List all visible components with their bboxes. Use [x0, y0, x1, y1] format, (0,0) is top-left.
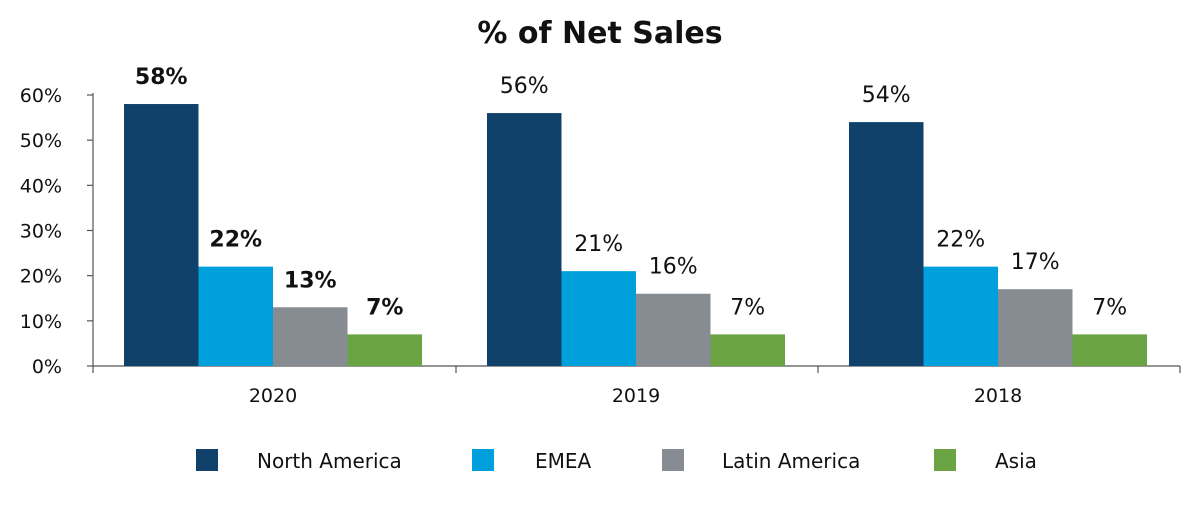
y-tick-label: 50%	[20, 130, 62, 152]
y-tick-label: 30%	[20, 221, 62, 243]
data-label: 22%	[936, 228, 985, 253]
data-label: 54%	[862, 83, 911, 108]
data-label: 21%	[574, 232, 623, 257]
bar-north-america-2018	[849, 122, 924, 366]
y-tick-label: 0%	[32, 356, 62, 378]
data-labels: 58% 22% 13% 7% 56% 21% 16% 7% 54% 22% 17% 7%	[135, 65, 1127, 320]
x-axis: 2020 2019 2018	[92, 365, 1181, 407]
y-tick-label: 20%	[20, 266, 62, 288]
legend-label: Asia	[995, 449, 1037, 473]
bar-north-america-2019	[487, 113, 562, 366]
data-label: 13%	[284, 268, 337, 293]
x-category-label: 2019	[612, 385, 660, 407]
data-label: 58%	[135, 65, 188, 90]
legend: North America EMEA Latin America Asia	[196, 449, 1037, 473]
bar-latin-america-2019	[636, 293, 711, 366]
bar-emea-2019	[561, 271, 636, 366]
bar-asia-2018	[1072, 334, 1147, 366]
bar-asia-2020	[347, 334, 422, 366]
bars	[124, 104, 1147, 367]
data-label: 7%	[730, 295, 765, 320]
x-category-label: 2020	[249, 385, 297, 407]
data-label: 22%	[209, 228, 262, 253]
legend-label: Latin America	[722, 449, 860, 473]
legend-swatch-emea	[472, 449, 494, 471]
bar-latin-america-2020	[273, 307, 348, 366]
bar-emea-2020	[198, 266, 273, 366]
chart-title: % of Net Sales	[477, 16, 722, 51]
y-tick-label: 10%	[20, 311, 62, 333]
y-tick-label: 60%	[20, 85, 62, 107]
bar-latin-america-2018	[998, 289, 1073, 366]
bar-north-america-2020	[124, 104, 199, 367]
x-category-label: 2018	[974, 385, 1022, 407]
y-tick-label: 40%	[20, 175, 62, 197]
bar-asia-2019	[710, 334, 785, 366]
legend-swatch-north-america	[196, 449, 218, 471]
data-label: 16%	[649, 255, 698, 280]
legend-swatch-latin-america	[662, 449, 684, 471]
data-label: 56%	[500, 74, 549, 99]
legend-label: North America	[257, 449, 402, 473]
data-label: 7%	[366, 295, 403, 320]
data-label: 7%	[1092, 295, 1127, 320]
legend-label: EMEA	[535, 449, 592, 473]
bar-emea-2018	[923, 266, 998, 366]
legend-swatch-asia	[934, 449, 956, 471]
y-axis: 0% 10% 20% 30% 40% 50% 60%	[20, 85, 94, 378]
data-label: 17%	[1011, 250, 1060, 275]
